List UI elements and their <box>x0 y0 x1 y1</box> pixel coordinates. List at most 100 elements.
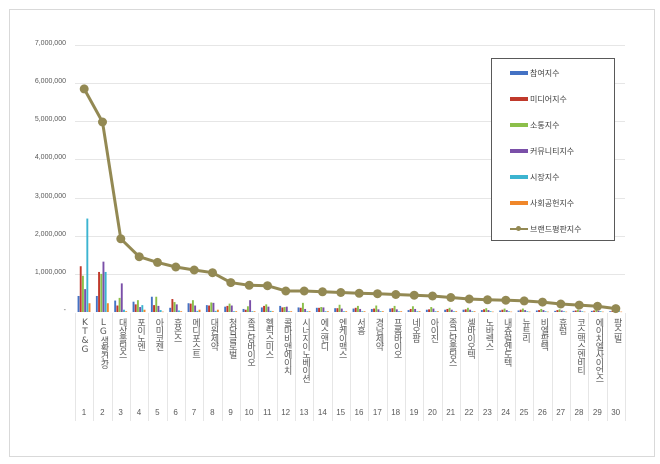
bar <box>233 311 235 312</box>
x-category-label: 휴온스 <box>171 318 182 342</box>
bar <box>159 310 162 312</box>
bar <box>88 303 91 312</box>
line-marker <box>244 280 254 290</box>
bar <box>123 309 125 312</box>
line-marker <box>391 290 401 299</box>
bar <box>574 310 577 312</box>
bar <box>400 311 403 312</box>
x-category-label: 대상홀딩스 <box>116 318 127 358</box>
line-marker <box>134 252 144 262</box>
legend-item-market: 시장지수 <box>510 171 559 183</box>
bar <box>249 300 252 312</box>
bar <box>324 311 327 312</box>
bar <box>377 309 380 312</box>
bar <box>464 309 467 312</box>
x-rank-label: 10 <box>244 408 254 417</box>
x-category-divider <box>93 313 94 421</box>
bar <box>491 311 494 313</box>
y-tick-label: 7,000,000 <box>34 40 66 47</box>
bar <box>235 311 238 312</box>
bar <box>244 309 247 312</box>
legend-label: 사회공헌지수 <box>530 198 575 208</box>
legend: 참여지수 미디어지수 소통지수 커뮤니티지수 시장지수 사회공헌지수 브랜드평판… <box>491 58 615 241</box>
x-rank-label: 16 <box>354 408 364 417</box>
x-rank-label: 20 <box>427 408 437 417</box>
line-marker <box>318 287 327 297</box>
x-category-divider <box>515 313 516 421</box>
bar <box>153 305 155 312</box>
x-rank-label: 23 <box>482 408 492 417</box>
bar <box>267 306 270 312</box>
bar <box>308 311 311 312</box>
bar <box>143 309 146 312</box>
bar <box>609 311 612 312</box>
x-rank-label: 21 <box>446 408 456 417</box>
bar <box>214 310 217 312</box>
bar <box>79 266 82 312</box>
bar <box>455 311 458 312</box>
line-marker <box>538 297 547 307</box>
x-category-divider <box>533 313 534 421</box>
bar <box>155 296 158 312</box>
bar <box>230 305 233 312</box>
x-rank-label: 14 <box>317 408 327 417</box>
bar <box>505 310 508 312</box>
bar <box>466 307 469 312</box>
legend-item-participation: 참여지수 <box>510 67 559 79</box>
legend-swatch-icon <box>510 149 528 153</box>
line-marker <box>428 291 437 301</box>
bar <box>485 308 488 312</box>
line-marker <box>336 288 346 297</box>
bar <box>572 310 575 312</box>
bar <box>370 308 373 312</box>
bar <box>503 308 506 312</box>
x-category-divider <box>203 313 204 421</box>
x-category-label: 내츄럴엔도텍 <box>501 318 512 366</box>
x-rank-label: 30 <box>611 408 621 417</box>
bar <box>77 295 80 312</box>
x-rank-label: 28 <box>574 408 584 417</box>
x-category-label: 에이치엘사이언스 <box>593 318 604 382</box>
line-marker <box>153 257 162 267</box>
bar <box>354 307 357 312</box>
bar <box>290 311 293 312</box>
x-category-label: 헬릭스미스 <box>263 318 274 358</box>
bar <box>212 302 215 312</box>
x-category-divider <box>112 313 113 421</box>
bar <box>425 309 428 312</box>
bar <box>161 311 164 313</box>
x-category-divider <box>258 313 259 421</box>
x-category-label: 콜마비앤에이치 <box>281 318 292 374</box>
x-category-label: 포이노엔 <box>135 318 145 350</box>
bar <box>473 311 476 312</box>
x-category-label: 프롬바이오 <box>391 318 402 358</box>
gridline <box>75 159 625 160</box>
bar <box>546 311 549 313</box>
x-category-divider <box>607 313 608 421</box>
legend-label: 미디어지수 <box>530 94 567 104</box>
x-rank-label: 22 <box>464 408 474 417</box>
bar <box>141 305 144 312</box>
bar <box>430 307 433 312</box>
bar <box>114 300 117 312</box>
bar <box>519 309 522 312</box>
bar <box>338 304 341 312</box>
bar <box>189 303 192 312</box>
bar <box>428 309 430 312</box>
y-tick-label: 1,000,000 <box>34 268 66 276</box>
x-rank-label: 9 <box>228 408 233 417</box>
bar <box>444 309 447 312</box>
bar <box>528 311 531 313</box>
bar <box>299 307 302 312</box>
y-tick-label: 5,000,000 <box>34 116 66 124</box>
bar <box>106 303 109 312</box>
bar <box>216 309 219 312</box>
x-category-divider <box>148 313 149 421</box>
x-rank-label: 27 <box>556 408 566 417</box>
gridline <box>75 121 625 122</box>
line-marker <box>464 294 474 304</box>
x-category-divider <box>387 313 388 421</box>
bar <box>139 307 142 312</box>
bar <box>599 311 602 312</box>
bar <box>196 310 199 312</box>
